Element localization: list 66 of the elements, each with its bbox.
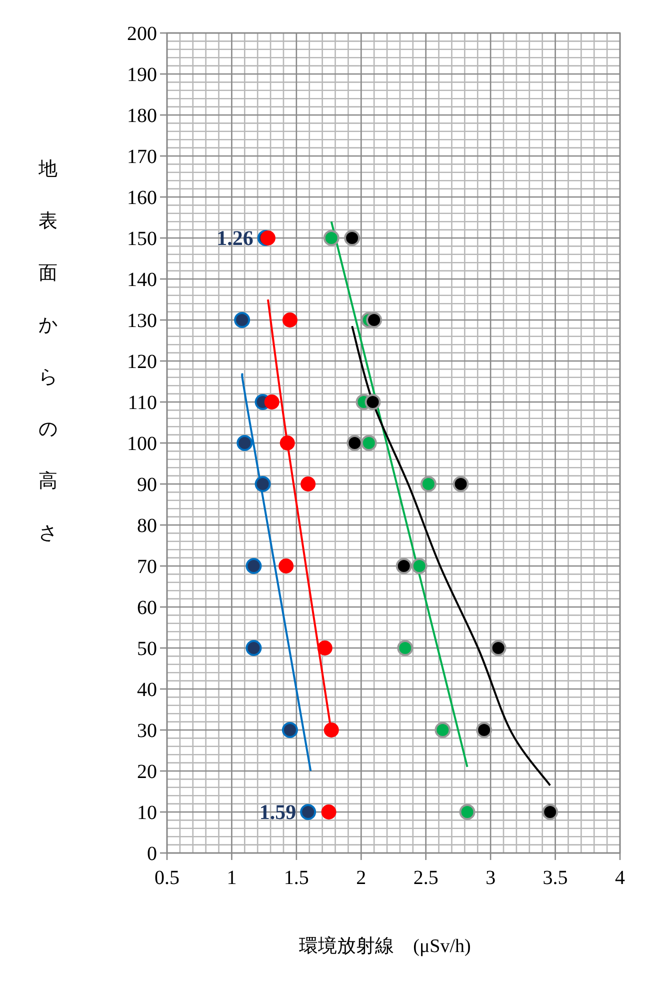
y-tick-label: 10 (137, 802, 157, 824)
point (254, 476, 271, 492)
annotation: 1.59 (259, 800, 296, 824)
point (397, 640, 414, 656)
point (300, 804, 316, 820)
y-tick-label: 180 (127, 105, 157, 127)
point (434, 722, 451, 738)
point (246, 558, 262, 574)
x-tick-label: 4 (615, 867, 625, 889)
y-tick-label: 200 (127, 23, 157, 45)
point (366, 312, 382, 328)
x-tick-label: 1.5 (284, 867, 309, 889)
x-tick-label: 2.5 (413, 867, 438, 889)
point (344, 230, 360, 246)
x-tick-label: 0.5 (154, 867, 180, 889)
point (364, 394, 381, 410)
point (321, 804, 336, 820)
y-tick-label: 0 (147, 843, 157, 865)
point (323, 230, 340, 246)
annotation: 1.26 (216, 226, 254, 250)
point (476, 722, 492, 738)
x-tick-label: 1 (226, 867, 237, 889)
point (452, 476, 469, 492)
point (542, 804, 558, 820)
y-tick-label: 30 (137, 720, 157, 742)
y-tick-label: 40 (137, 679, 157, 701)
point (360, 435, 377, 451)
y-tick-label: 160 (127, 187, 157, 209)
y-tick-label: 100 (127, 433, 157, 455)
y-tick-label: 60 (137, 597, 157, 619)
y-tick-label: 120 (127, 351, 157, 373)
x-tick-label: 2 (356, 867, 366, 889)
x-tick-label: 3.5 (542, 867, 568, 889)
point (282, 722, 298, 738)
point (490, 640, 506, 656)
text: 地表面からの高さ (38, 159, 58, 544)
point (420, 476, 436, 492)
y-tick-label: 130 (127, 310, 157, 332)
y-tick-label: 90 (137, 474, 157, 496)
y-tick-label: 140 (127, 269, 157, 291)
point (300, 476, 316, 492)
point (411, 558, 428, 574)
point (260, 230, 276, 246)
point (236, 435, 253, 451)
point (282, 312, 298, 328)
point (280, 436, 295, 450)
x-tick-label: 3 (486, 867, 496, 889)
y-tick-label: 110 (128, 392, 157, 414)
y-tick-label: 50 (137, 638, 157, 660)
line-series (351, 325, 552, 786)
y-tick-label: 190 (127, 64, 157, 86)
point (278, 558, 294, 574)
x-axis-title: 環境放射線 (μSv/h) (299, 935, 471, 957)
y-tick-label: 150 (127, 228, 157, 250)
point (234, 312, 250, 328)
point (459, 804, 476, 820)
y-tick-label: 80 (137, 515, 157, 537)
y-tick-label: 70 (137, 556, 157, 578)
y-tick-label: 20 (137, 761, 157, 783)
point (324, 722, 339, 738)
point (346, 435, 363, 451)
point (246, 640, 262, 656)
point (317, 640, 332, 656)
point (264, 394, 280, 410)
point (396, 558, 412, 574)
y-tick-label: 170 (127, 146, 157, 168)
